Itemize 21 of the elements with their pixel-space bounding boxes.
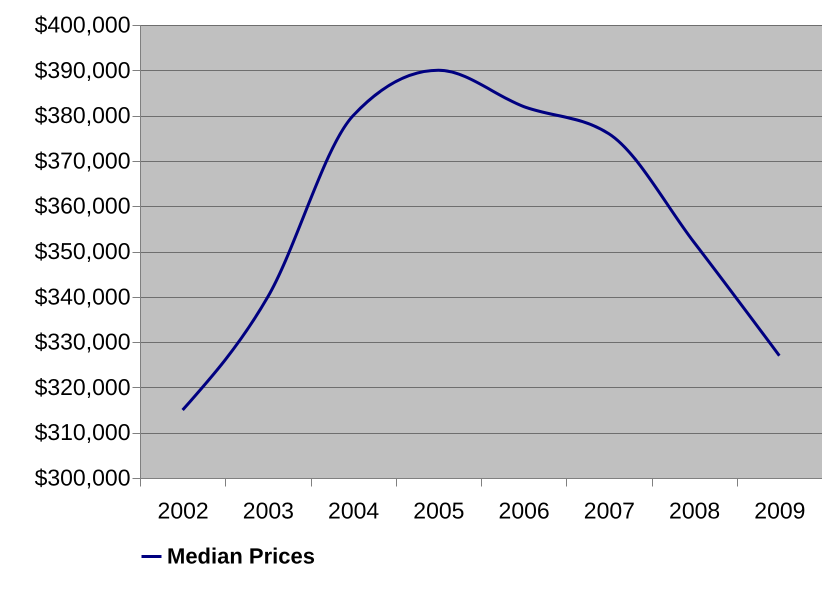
legend-label: Median Prices	[167, 544, 315, 568]
x-tick-label: 2005	[413, 498, 464, 524]
y-tick-label: $340,000	[34, 283, 130, 310]
y-tick-label: $310,000	[34, 419, 130, 446]
y-tick-label: $390,000	[34, 56, 130, 83]
x-tick-label: 2007	[584, 498, 635, 524]
line-series	[181, 68, 781, 412]
y-tick-label: $320,000	[34, 374, 130, 400]
y-tick-label: $360,000	[34, 192, 130, 219]
x-tick-label: 2002	[158, 498, 209, 524]
x-tick-label: 2004	[328, 498, 380, 524]
x-tick-label: 2006	[498, 498, 550, 524]
x-tick-label: 2008	[669, 498, 720, 524]
y-tick-label: $400,000	[34, 12, 130, 38]
y-tick-label: $330,000	[34, 328, 130, 355]
x-tick-label: 2003	[242, 498, 294, 524]
y-tick-label: $350,000	[34, 238, 130, 264]
y-tick-label: $300,000	[34, 464, 130, 490]
x-tick-label: 2009	[754, 498, 806, 524]
y-tick-label: $370,000	[34, 147, 130, 174]
y-tick-label: $380,000	[34, 102, 130, 128]
